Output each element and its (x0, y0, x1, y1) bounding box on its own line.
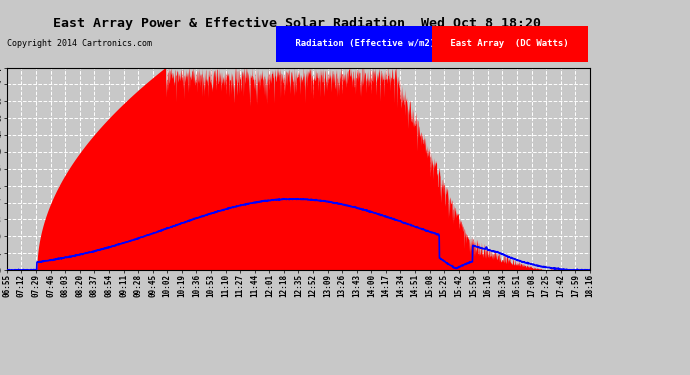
Text: East Array Power & Effective Solar Radiation  Wed Oct 8 18:20: East Array Power & Effective Solar Radia… (52, 17, 541, 30)
Text: Copyright 2014 Cartronics.com: Copyright 2014 Cartronics.com (7, 39, 152, 48)
Text: Radiation (Effective w/m2): Radiation (Effective w/m2) (290, 39, 440, 48)
Text: East Array  (DC Watts): East Array (DC Watts) (445, 39, 574, 48)
